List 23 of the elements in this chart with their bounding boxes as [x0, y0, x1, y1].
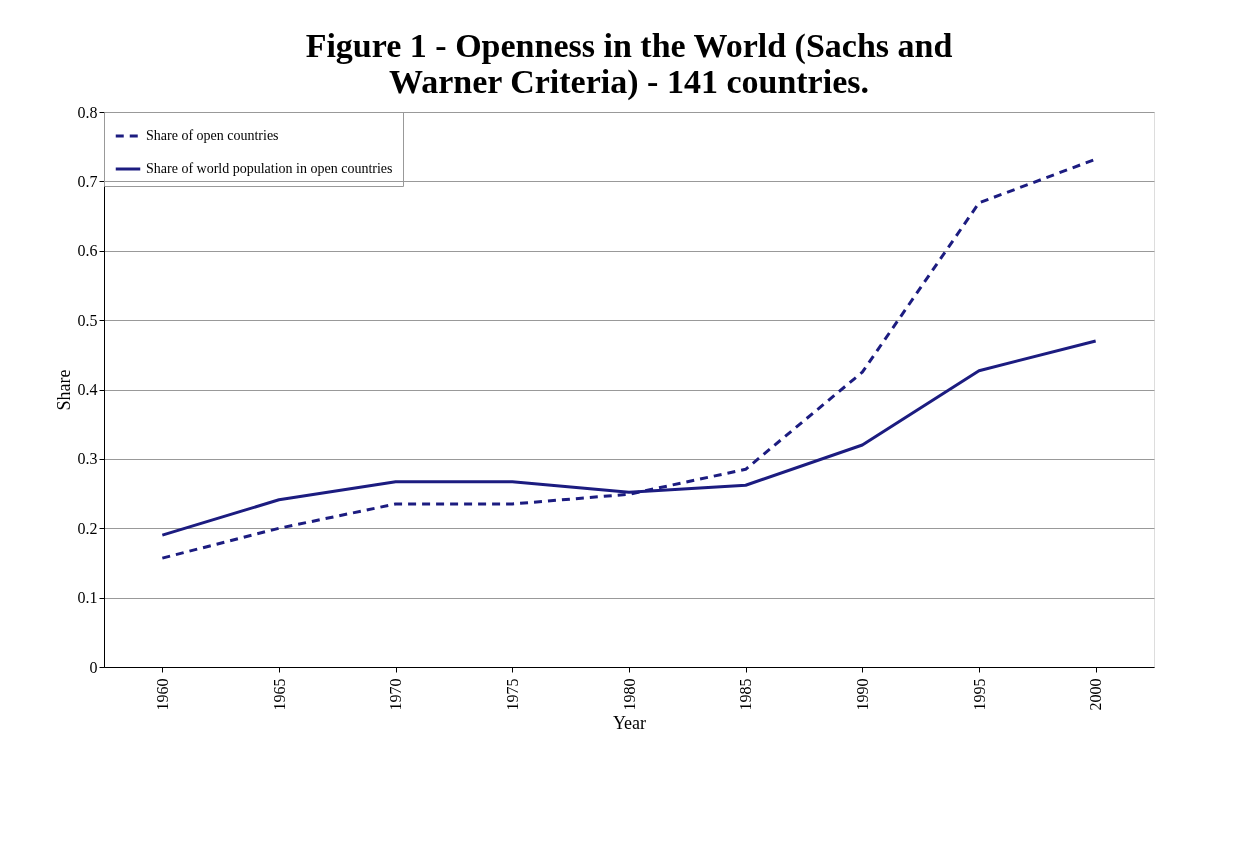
- x-tick-label: 1990: [853, 678, 871, 711]
- y-tick-label: 0.3: [77, 450, 98, 468]
- y-tick-label: 0.6: [77, 242, 98, 260]
- legend-label: Share of world population in open countries: [146, 161, 393, 176]
- x-tick-label: 1975: [503, 678, 521, 711]
- x-tick-label: 1970: [387, 678, 405, 711]
- y-tick-label: 0: [89, 658, 98, 676]
- x-axis-title: Year: [612, 712, 647, 733]
- y-axis-title: Share: [53, 369, 74, 411]
- x-tick-label: 1980: [620, 678, 638, 711]
- legend-label: Share of open countries: [146, 128, 279, 143]
- y-tick-label: 0.5: [77, 311, 98, 329]
- x-tick-label: 1995: [970, 678, 988, 711]
- x-tick-label: 1965: [270, 678, 288, 711]
- x-tick-label: 2000: [1087, 678, 1105, 711]
- y-tick-label: 0.8: [77, 103, 98, 121]
- x-tick-label: 1985: [737, 678, 755, 711]
- y-tick-label: 0.7: [77, 172, 98, 190]
- y-tick-label: 0.4: [77, 381, 98, 398]
- chart-title: Figure 1 - Openness in the World (Sachs and Warner Criteria) - 141 countries.: [305, 27, 953, 101]
- y-tick-label: 0.2: [77, 519, 98, 537]
- y-tick-label: 0.1: [77, 589, 98, 607]
- x-tick-label: 1960: [153, 678, 171, 711]
